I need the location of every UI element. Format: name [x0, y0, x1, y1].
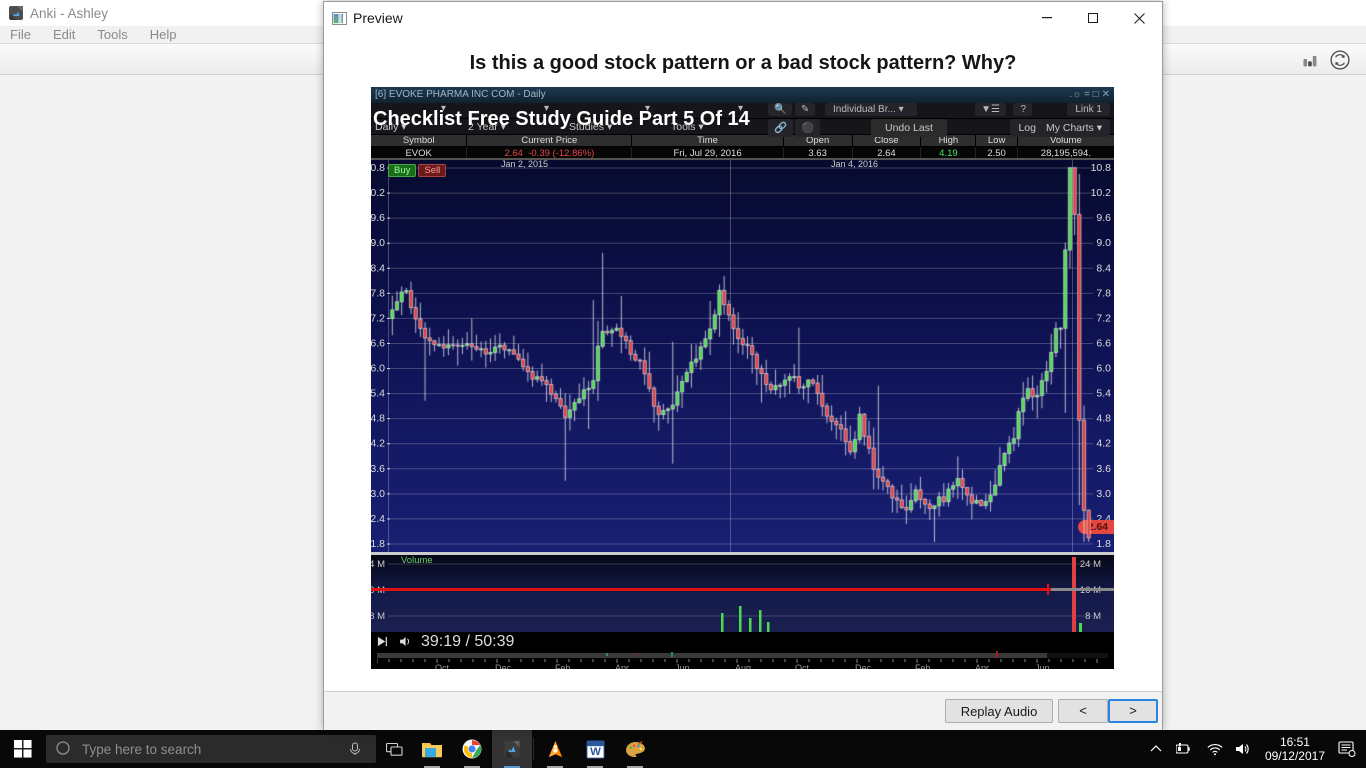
svg-text:8 M: 8 M: [371, 611, 385, 622]
svg-text:Jun: Jun: [675, 663, 690, 669]
svg-text:Dec: Dec: [855, 663, 872, 669]
svg-text:Volume: Volume: [401, 555, 433, 566]
svg-text:24 M: 24 M: [1080, 559, 1101, 570]
svg-text:8 M: 8 M: [1085, 611, 1101, 622]
svg-text:Oct: Oct: [435, 663, 450, 669]
svg-text:24 M: 24 M: [371, 559, 385, 570]
svg-text:Feb: Feb: [915, 663, 931, 669]
svg-text:Apr: Apr: [615, 663, 629, 669]
svg-text:Dec: Dec: [495, 663, 512, 669]
svg-text:Oct: Oct: [795, 663, 810, 669]
svg-text:Feb: Feb: [555, 663, 571, 669]
svg-text:Aug: Aug: [735, 663, 751, 669]
svg-text:Apr: Apr: [975, 663, 989, 669]
svg-text:W: W: [590, 746, 601, 758]
svg-text:Jun: Jun: [1035, 663, 1050, 669]
